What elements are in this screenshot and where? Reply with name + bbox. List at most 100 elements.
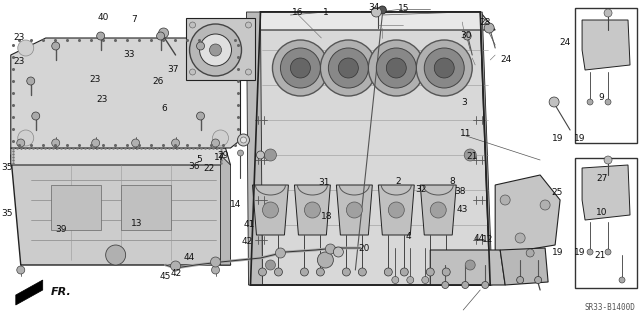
Polygon shape [294, 185, 330, 235]
Text: SR33-B1400D: SR33-B1400D [584, 303, 635, 312]
Circle shape [346, 202, 362, 218]
Circle shape [358, 268, 366, 276]
Circle shape [17, 266, 25, 274]
Circle shape [246, 69, 252, 75]
Circle shape [92, 139, 100, 147]
Circle shape [376, 48, 416, 88]
Circle shape [540, 200, 550, 210]
Circle shape [325, 244, 335, 254]
Polygon shape [582, 20, 630, 70]
Circle shape [52, 139, 60, 147]
Text: 38: 38 [454, 187, 465, 196]
Circle shape [435, 58, 454, 78]
Circle shape [106, 245, 125, 265]
Text: 41: 41 [243, 220, 255, 229]
Circle shape [482, 281, 489, 288]
Text: 11: 11 [460, 130, 472, 138]
Text: 10: 10 [596, 208, 607, 217]
Circle shape [333, 247, 344, 257]
Circle shape [305, 202, 321, 218]
Circle shape [237, 134, 250, 146]
Bar [51, 185, 100, 230]
Circle shape [407, 277, 414, 284]
Circle shape [500, 195, 510, 205]
Circle shape [605, 249, 611, 255]
Circle shape [442, 281, 449, 288]
Circle shape [212, 130, 228, 146]
Circle shape [212, 40, 228, 56]
Circle shape [200, 34, 232, 66]
Circle shape [328, 48, 369, 88]
Text: 42: 42 [171, 269, 182, 278]
Text: 21: 21 [595, 251, 606, 260]
Polygon shape [495, 175, 560, 255]
Circle shape [388, 202, 404, 218]
Text: 36: 36 [188, 162, 200, 171]
Circle shape [259, 268, 266, 276]
Circle shape [196, 112, 205, 120]
Circle shape [342, 268, 350, 276]
Circle shape [196, 42, 205, 50]
Text: 35: 35 [1, 163, 13, 172]
Circle shape [464, 149, 476, 161]
Text: 12: 12 [482, 235, 493, 244]
Text: 9: 9 [599, 93, 605, 102]
Circle shape [422, 277, 429, 284]
Circle shape [171, 261, 180, 271]
Circle shape [189, 22, 196, 28]
Polygon shape [378, 185, 414, 235]
Circle shape [424, 48, 464, 88]
Circle shape [317, 252, 333, 268]
Text: 13: 13 [131, 219, 142, 228]
Circle shape [371, 7, 381, 17]
Polygon shape [260, 12, 495, 30]
Text: 2: 2 [396, 177, 401, 186]
Polygon shape [246, 12, 262, 285]
Circle shape [463, 32, 471, 40]
Text: 23: 23 [96, 95, 108, 104]
Polygon shape [582, 165, 630, 220]
Circle shape [526, 249, 534, 257]
Circle shape [369, 40, 424, 96]
Circle shape [316, 268, 324, 276]
Bar [575, 158, 637, 288]
Text: 25: 25 [551, 189, 563, 197]
Text: 3: 3 [461, 98, 467, 107]
Polygon shape [337, 185, 372, 235]
Circle shape [280, 48, 321, 88]
Circle shape [189, 69, 196, 75]
Text: 23: 23 [90, 75, 101, 84]
Circle shape [516, 277, 524, 284]
Text: 31: 31 [318, 178, 330, 187]
Circle shape [257, 151, 264, 159]
Circle shape [339, 58, 358, 78]
Circle shape [212, 139, 220, 147]
Text: 18: 18 [321, 212, 333, 221]
Circle shape [587, 99, 593, 105]
Circle shape [384, 268, 392, 276]
Polygon shape [16, 280, 43, 305]
Text: 16: 16 [292, 8, 304, 17]
Text: 6: 6 [161, 104, 167, 113]
Circle shape [619, 277, 625, 283]
Circle shape [604, 156, 612, 164]
Polygon shape [420, 185, 456, 235]
Text: 23: 23 [13, 57, 24, 66]
Text: FR.: FR. [51, 287, 72, 297]
Circle shape [300, 268, 308, 276]
Polygon shape [252, 185, 289, 235]
Text: 15: 15 [397, 4, 409, 13]
Text: 19: 19 [552, 248, 563, 256]
Circle shape [212, 266, 220, 274]
Polygon shape [250, 12, 490, 285]
Circle shape [605, 99, 611, 105]
Circle shape [32, 112, 40, 120]
Circle shape [157, 32, 164, 40]
Circle shape [442, 268, 450, 276]
Circle shape [426, 268, 435, 276]
Text: 8: 8 [449, 177, 455, 186]
Text: 32: 32 [416, 185, 427, 194]
Text: 19: 19 [573, 134, 585, 143]
Text: 28: 28 [479, 19, 491, 27]
Text: 17: 17 [214, 153, 225, 162]
